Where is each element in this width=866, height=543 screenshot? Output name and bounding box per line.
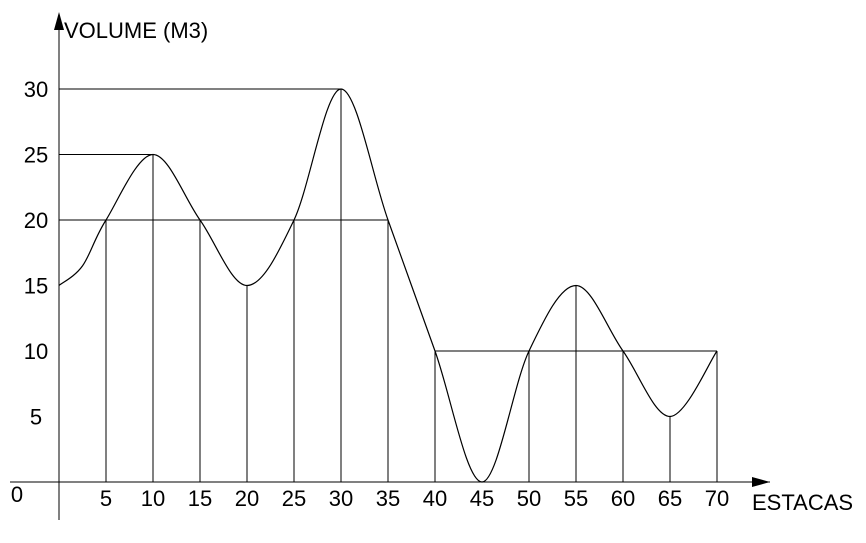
- tick-labels: 5 10 15 20 25 30 35 40 45 50 55 60 65 70 30 25 20 15 10 5: [24, 77, 729, 511]
- x-tick-70: 70: [705, 486, 729, 511]
- x-tick-45: 45: [470, 486, 494, 511]
- volume-curve-layer: [58, 88, 718, 483]
- y-axis-label: VOLUME (M3): [64, 18, 208, 43]
- x-tick-65: 65: [658, 486, 682, 511]
- origin-label: 0: [11, 482, 23, 507]
- x-tick-20: 20: [235, 486, 259, 511]
- y-tick-20: 20: [24, 208, 48, 233]
- station-lines: [105, 89, 718, 482]
- x-axis-arrow: [752, 477, 770, 487]
- x-tick-25: 25: [282, 486, 306, 511]
- x-tick-50: 50: [517, 486, 541, 511]
- y-tick-25: 25: [24, 143, 48, 168]
- x-tick-15: 15: [188, 486, 212, 511]
- y-tick-5: 5: [30, 405, 42, 430]
- x-tick-5: 5: [100, 486, 112, 511]
- x-axis-label: ESTACAS: [752, 490, 853, 515]
- volume-curve: [58, 88, 718, 483]
- x-tick-60: 60: [611, 486, 635, 511]
- x-tick-55: 55: [564, 486, 588, 511]
- axes: [10, 12, 770, 520]
- y-tick-10: 10: [24, 339, 48, 364]
- y-tick-30: 30: [24, 77, 48, 102]
- y-axis-arrow: [54, 12, 64, 30]
- x-tick-10: 10: [141, 486, 165, 511]
- x-tick-35: 35: [376, 486, 400, 511]
- x-tick-40: 40: [423, 486, 447, 511]
- y-tick-15: 15: [24, 274, 48, 299]
- x-tick-30: 30: [329, 486, 353, 511]
